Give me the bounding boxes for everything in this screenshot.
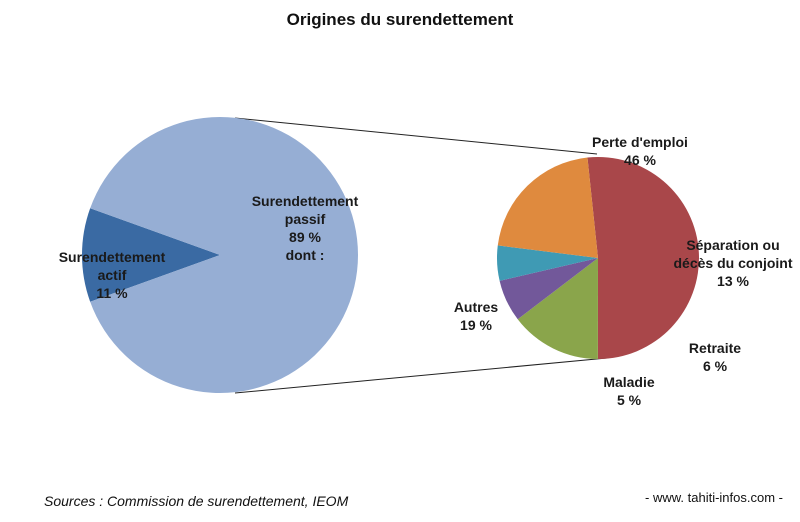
label-separation-line-1: décès du conjoint [673, 255, 792, 271]
main-slice-1 [90, 116, 359, 393]
label-retraite-line-0: Retraite [689, 340, 741, 356]
connector-line-bottom [234, 357, 608, 394]
label-autres-line-1: 19 % [460, 317, 492, 333]
breakdown-slice-1 [517, 258, 598, 359]
label-surendettement-actif-line-2: 11 % [96, 285, 128, 301]
label-autres-line-0: Autres [454, 299, 499, 315]
breakdown-slice-0 [587, 157, 699, 360]
chart-title: Origines du surendettement [287, 10, 514, 29]
breakdown-pie [496, 157, 699, 360]
breakdown-slice-4 [497, 157, 598, 258]
label-surendettement-passif-line-1: passif [285, 211, 326, 227]
label-maladie-line-1: 5 % [617, 392, 642, 408]
label-separation-line-2: 13 % [717, 273, 749, 289]
connector-line-top [234, 117, 598, 155]
label-surendettement-actif-line-0: Surendettement [59, 249, 166, 265]
breakdown-slice-2 [499, 258, 598, 320]
source-note: Sources : Commission de surendettement, … [44, 493, 349, 509]
label-surendettement-actif-line-1: actif [98, 267, 127, 283]
main-slice-0 [82, 208, 220, 302]
label-separation-line-0: Séparation ou [686, 237, 779, 253]
label-surendettement-passif-line-2: 89 % [289, 229, 321, 245]
label-maladie-line-0: Maladie [603, 374, 655, 390]
slice-labels: Surendettement actif 11 % Surendettement pas… [59, 134, 793, 408]
website-credit: - www. tahiti-infos.com - [645, 490, 783, 505]
label-surendettement-passif-line-3: dont : [286, 247, 325, 263]
main-pie [82, 116, 359, 393]
label-surendettement-passif-line-0: Surendettement [252, 193, 359, 209]
label-retraite-line-1: 6 % [703, 358, 728, 374]
label-perte-emploi-line-0: Perte d'emploi [592, 134, 688, 150]
label-perte-emploi-line-1: 46 % [624, 152, 656, 168]
breakdown-slice-3 [496, 245, 598, 281]
